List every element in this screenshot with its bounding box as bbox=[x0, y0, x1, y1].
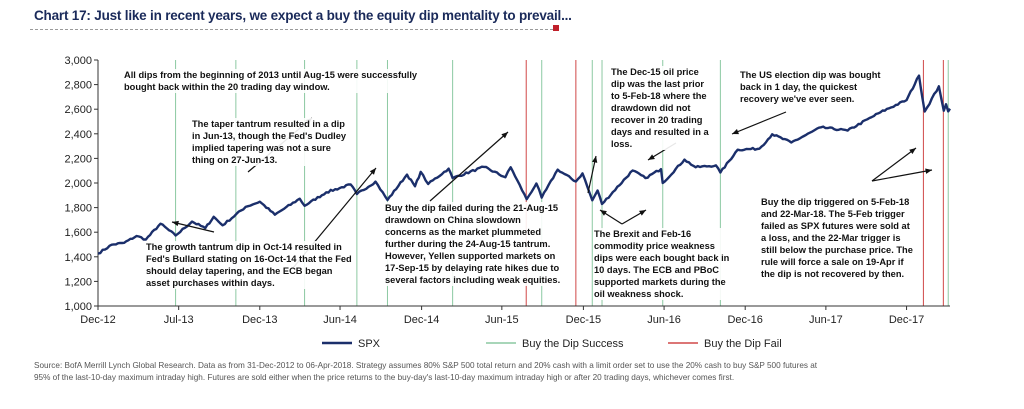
annotation-arrow-head bbox=[925, 168, 932, 174]
legend-label: SPX bbox=[358, 338, 381, 350]
x-tick-label: Jul-13 bbox=[164, 314, 194, 326]
annotation-line: drawdown on China slowdown bbox=[385, 215, 521, 225]
annotation-line: The growth tantrum dip in Oct-14 resulte… bbox=[146, 242, 342, 252]
annotation-line: oil weakness shock. bbox=[594, 289, 684, 299]
annotation-line: However, Yellen supported markets on bbox=[385, 251, 556, 261]
annotation-arrow-shaft bbox=[171, 221, 215, 233]
annotation-line: implied tapering was not a sure bbox=[192, 143, 331, 153]
annotation-line: The Dec-15 oil price bbox=[611, 67, 699, 77]
annotation-line: Buy the dip triggered on 5-Feb-18 bbox=[761, 197, 910, 207]
x-tick-label: Dec-14 bbox=[404, 314, 439, 326]
annotation-arrow-head bbox=[732, 129, 739, 135]
annotation-us-election: The US election dip was bought back in 1… bbox=[740, 69, 881, 105]
annotation-line: The Brexit and Feb-16 bbox=[594, 229, 692, 239]
annotation-line: several factors including weak equities. bbox=[385, 275, 561, 285]
x-tick-label: Dec-13 bbox=[242, 314, 277, 326]
annotation-feb18-trigger: Buy the dip triggered on 5-Feb-18 and 22… bbox=[761, 196, 913, 280]
annotation-brexit: The Brexit and Feb-16 commodity price we… bbox=[594, 228, 730, 300]
annotation-arrow-head bbox=[501, 132, 508, 139]
annotation-arrow-shaft bbox=[429, 131, 509, 202]
spx-series-line bbox=[97, 74, 951, 255]
x-tick-label: Jun-14 bbox=[323, 314, 357, 326]
annotation-line: and 22-Mar-18. The 5-Feb trigger bbox=[761, 209, 905, 219]
y-tick-label: 1,400 bbox=[64, 252, 92, 264]
annotation-line: loss. bbox=[611, 139, 633, 149]
x-tick-label: Dec-17 bbox=[889, 314, 924, 326]
annotation-line: asset purchases within days. bbox=[146, 278, 275, 288]
y-tick-label: 2,600 bbox=[64, 104, 92, 116]
y-tick-label: 1,800 bbox=[64, 203, 92, 215]
x-tick-label: Jun-17 bbox=[809, 314, 843, 326]
annotation-arrow-shaft bbox=[871, 147, 917, 182]
source-line: 95% of the last-10-day maximum intraday … bbox=[34, 373, 735, 382]
source-note: Source: BofA Merrill Lynch Global Resear… bbox=[34, 360, 994, 384]
annotation-line: Fed's Bullard stating on 16-Oct-14 that … bbox=[146, 254, 352, 264]
source-line: Source: BofA Merrill Lynch Global Resear… bbox=[34, 361, 818, 370]
title-marker bbox=[553, 25, 559, 31]
y-tick-label: 2,200 bbox=[64, 153, 92, 165]
y-tick-label: 3,000 bbox=[64, 55, 92, 67]
annotation-arrow-head bbox=[648, 154, 655, 160]
annotation-line: rule will force a sale on 19-Apr if bbox=[761, 257, 904, 267]
y-tick-label: 2,000 bbox=[64, 178, 92, 190]
y-tick-label: 2,800 bbox=[64, 80, 92, 92]
annotation-line: a loss, and the 22-Mar trigger is bbox=[761, 233, 901, 243]
annotation-line: recover in 20 trading bbox=[611, 115, 703, 125]
annotation-line: should delay tapering, and the ECB began bbox=[146, 266, 333, 276]
annotation-line: back in 1 day, the quickest bbox=[740, 82, 858, 92]
x-tick-label: Dec-15 bbox=[566, 314, 601, 326]
annotation-line: concerns as the market plummeted bbox=[385, 227, 542, 237]
annotation-arrow-shaft bbox=[871, 169, 933, 182]
x-tick-label: Dec-12 bbox=[80, 314, 115, 326]
annotation-dec15-oil: The Dec-15 oil price dip was the last pr… bbox=[611, 66, 709, 150]
annotation-line: dips were each bought back in bbox=[594, 253, 730, 263]
annotation-line: failed as SPX futures were sold at bbox=[761, 221, 910, 231]
annotation-aug15-fail: Buy the dip failed during the 21-Aug-15 … bbox=[385, 202, 561, 286]
annotation-arrow-head bbox=[600, 210, 607, 216]
annotation-line: 17-Sep-15 by delaying rate hikes due to bbox=[385, 263, 560, 273]
annotation-arrow-head bbox=[172, 220, 179, 227]
annotation-line: bought back within the 20 trading day wi… bbox=[124, 82, 330, 92]
legend-label: Buy the Dip Fail bbox=[704, 338, 782, 350]
annotation-line: supported markets during the bbox=[594, 277, 726, 287]
annotation-line: to 5-Feb-18 where the bbox=[611, 91, 707, 101]
title-divider bbox=[30, 29, 558, 30]
annotation-all-dips: All dips from the beginning of 2013 unti… bbox=[124, 69, 418, 93]
annotation-line: The US election dip was bought bbox=[740, 70, 881, 80]
annotation-line: The taper tantrum resulted in a dip bbox=[192, 119, 345, 129]
annotation-arrow-head bbox=[909, 148, 916, 155]
chart-title: Chart 17: Just like in recent years, we … bbox=[34, 8, 572, 23]
annotation-line: All dips from the beginning of 2013 unti… bbox=[124, 70, 418, 80]
annotation-growth-tantrum: The growth tantrum dip in Oct-14 resulte… bbox=[146, 241, 352, 289]
annotation-taper-tantrum: The taper tantrum resulted in a dip in J… bbox=[192, 118, 347, 166]
annotation-line: the dip is not recovered by then. bbox=[761, 269, 905, 279]
y-tick-label: 2,400 bbox=[64, 129, 92, 141]
annotation-line: days and resulted in a bbox=[611, 127, 709, 137]
annotation-line: Buy the dip failed during the 21-Aug-15 bbox=[385, 203, 559, 213]
x-tick-label: Dec-16 bbox=[727, 314, 762, 326]
annotation-line: still below the purchase price. The bbox=[761, 245, 913, 255]
annotation-line: thing on 27-Jun-13. bbox=[192, 155, 278, 165]
x-tick-label: Jun-15 bbox=[485, 314, 519, 326]
y-tick-label: 1,600 bbox=[64, 227, 92, 239]
annotation-line: in Jun-13, though the Fed's Dudley bbox=[192, 131, 347, 141]
annotation-line: 10 days. The ECB and PBoC bbox=[594, 265, 720, 275]
annotation-arrow-shaft bbox=[731, 111, 787, 135]
annotation-line: further during the 24-Aug-15 tantrum. bbox=[385, 239, 551, 249]
annotation-line: dip was the last prior bbox=[611, 79, 704, 89]
y-tick-label: 1,000 bbox=[64, 301, 92, 313]
annotation-arrow-head bbox=[369, 168, 376, 175]
annotation-arrow-head bbox=[639, 210, 646, 216]
annotation-line: recovery we've ever seen. bbox=[740, 94, 855, 104]
x-tick-label: Jun-16 bbox=[647, 314, 681, 326]
legend-label: Buy the Dip Success bbox=[522, 338, 624, 350]
annotation-line: commodity price weakness bbox=[594, 241, 715, 251]
annotation-arrow-head bbox=[591, 156, 598, 163]
annotation-line: drawdown did not bbox=[611, 103, 691, 113]
y-tick-label: 1,200 bbox=[64, 276, 92, 288]
